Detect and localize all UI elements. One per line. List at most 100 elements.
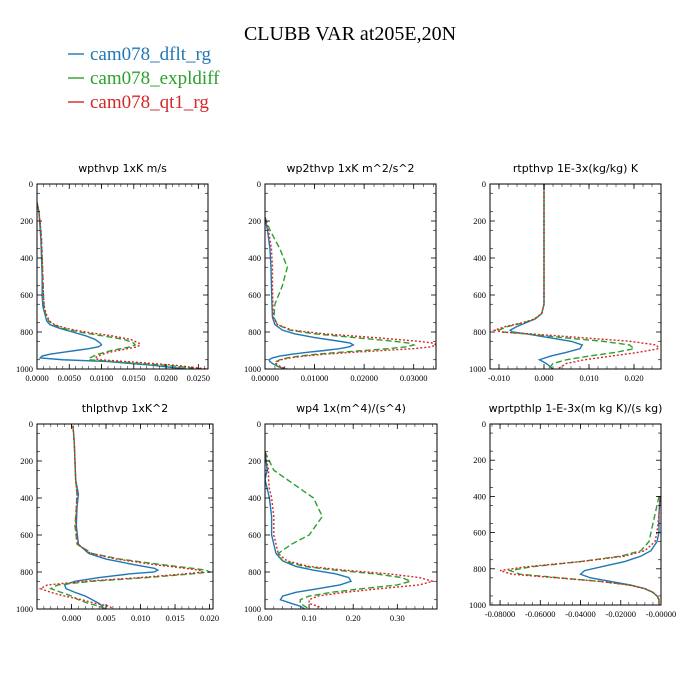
panel-title: thlpthvp 1xK^2 xyxy=(82,402,169,415)
y-tick-label: 0 xyxy=(482,419,486,429)
series-line xyxy=(265,217,436,369)
x-tick-label: 0.015 xyxy=(165,613,184,623)
plot-frame xyxy=(36,183,209,370)
y-tick-label: 400 xyxy=(248,253,261,263)
x-tick-label: 0.000 xyxy=(534,373,553,383)
x-tick-label: 0.000 xyxy=(62,613,81,623)
legend: cam078_dflt_rg cam078_expldiff cam078_qt1_… xyxy=(68,44,220,113)
y-tick-label: 800 xyxy=(248,567,261,577)
series-line xyxy=(265,451,353,609)
x-tick-label: -0.010 xyxy=(488,373,510,383)
series-line xyxy=(265,217,417,369)
y-tick-label: 200 xyxy=(248,216,261,226)
y-tick-label: 600 xyxy=(248,290,261,300)
plot-frame xyxy=(264,423,438,610)
series-line xyxy=(37,202,202,369)
panel-4: thlpthvp 1xK^2 0 200 400 600 800 1000 0.000 0.00… xyxy=(16,402,219,623)
x-tick-label: 0.0250 xyxy=(187,373,210,383)
x-tick-label: 0.0200 xyxy=(154,373,177,383)
x-tick-label: 0.03000 xyxy=(400,373,428,383)
y-tick-label: 200 xyxy=(20,216,33,226)
x-tick-label: -0.00000 xyxy=(646,609,676,619)
y-tick-label: 600 xyxy=(473,290,486,300)
panel-3: rtpthvp 1E-3x(kg/kg) K 0 200 400 600 800 1000-… xyxy=(469,162,662,383)
y-tick-label: 600 xyxy=(248,530,261,540)
x-tick-label: 0.020 xyxy=(200,613,219,623)
x-tick-label: 0.20 xyxy=(346,613,361,623)
plot-frame xyxy=(264,183,437,370)
y-tick-label: 1000 xyxy=(244,604,261,614)
series-line xyxy=(509,184,584,369)
series-line xyxy=(499,496,661,605)
y-tick-label: 400 xyxy=(473,253,486,263)
y-tick-label: 600 xyxy=(20,290,33,300)
legend-label: cam078_expldiff xyxy=(90,68,220,89)
series-line xyxy=(38,425,205,609)
panel-2: wp2thvp 1xK m^2/s^2 0 200 400 600 800 10000.00… xyxy=(244,162,437,383)
panel-title: rtpthvp 1E-3x(kg/kg) K xyxy=(513,162,639,175)
x-tick-label: 0.00000 xyxy=(251,373,279,383)
y-tick-label: 0 xyxy=(29,179,33,189)
plot-frame xyxy=(489,183,662,370)
x-tick-label: 0.005 xyxy=(96,613,115,623)
x-tick-label: 0.0150 xyxy=(122,373,145,383)
x-tick-label: -0.08000 xyxy=(485,609,515,619)
figure-title: CLUBB VAR at205E,20N xyxy=(244,23,456,45)
panel-6: wprtpthlp 1-E-3x(m kg K)/(s kg)0 200 400 60… xyxy=(469,402,676,619)
series-line xyxy=(37,202,207,369)
x-tick-label: 0.01000 xyxy=(301,373,329,383)
y-tick-label: 800 xyxy=(20,567,33,577)
y-tick-label: 400 xyxy=(248,493,261,503)
y-tick-label: 1000 xyxy=(244,364,261,374)
series-line xyxy=(37,202,186,369)
y-tick-label: 200 xyxy=(20,456,33,466)
x-tick-label: 0.010 xyxy=(131,613,150,623)
y-tick-label: 800 xyxy=(473,564,486,574)
x-tick-label: 0.0100 xyxy=(90,373,113,383)
x-tick-label: 0.0000 xyxy=(25,373,48,383)
x-tick-label: -0.02000 xyxy=(606,609,636,619)
series-line xyxy=(497,184,636,369)
y-tick-label: 200 xyxy=(473,216,486,226)
y-tick-label: 1000 xyxy=(469,364,486,374)
plot-frame xyxy=(36,423,214,610)
series-line xyxy=(579,496,661,605)
y-tick-label: 600 xyxy=(20,530,33,540)
series-line xyxy=(265,451,436,609)
series-line xyxy=(492,184,660,369)
panel-title: wp4 1x(m^4)/(s^4) xyxy=(296,402,406,415)
y-tick-label: 200 xyxy=(473,455,486,465)
x-tick-label: 0.010 xyxy=(579,373,598,383)
panel-title: wp2thvp 1xK m^2/s^2 xyxy=(286,162,414,175)
y-tick-label: 0 xyxy=(29,419,33,429)
y-tick-label: 400 xyxy=(473,491,486,501)
x-tick-label: 0.30 xyxy=(390,613,405,623)
y-tick-label: 800 xyxy=(20,327,33,337)
x-tick-label: -0.04000 xyxy=(565,609,595,619)
panel-title: wprtpthlp 1-E-3x(m kg K)/(s kg) xyxy=(489,402,663,415)
x-tick-label: 0.00 xyxy=(258,613,273,623)
x-tick-label: 0.02000 xyxy=(350,373,378,383)
series-line xyxy=(265,451,413,609)
plot-frame xyxy=(489,423,662,606)
y-tick-label: 1000 xyxy=(469,600,486,610)
y-tick-label: 0 xyxy=(257,419,261,429)
y-tick-label: 400 xyxy=(20,493,33,503)
legend-label: cam078_qt1_rg xyxy=(90,92,209,113)
y-tick-label: 1000 xyxy=(16,364,33,374)
x-tick-label: 0.020 xyxy=(624,373,643,383)
x-tick-label: 0.10 xyxy=(302,613,317,623)
y-tick-label: 0 xyxy=(257,179,261,189)
y-tick-label: 1000 xyxy=(16,604,33,614)
y-tick-label: 800 xyxy=(248,327,261,337)
y-tick-label: 800 xyxy=(473,327,486,337)
series-line xyxy=(507,496,660,605)
y-tick-label: 600 xyxy=(473,528,486,538)
series-line xyxy=(265,217,355,369)
x-tick-label: 0.0050 xyxy=(58,373,81,383)
y-tick-label: 400 xyxy=(20,253,33,263)
